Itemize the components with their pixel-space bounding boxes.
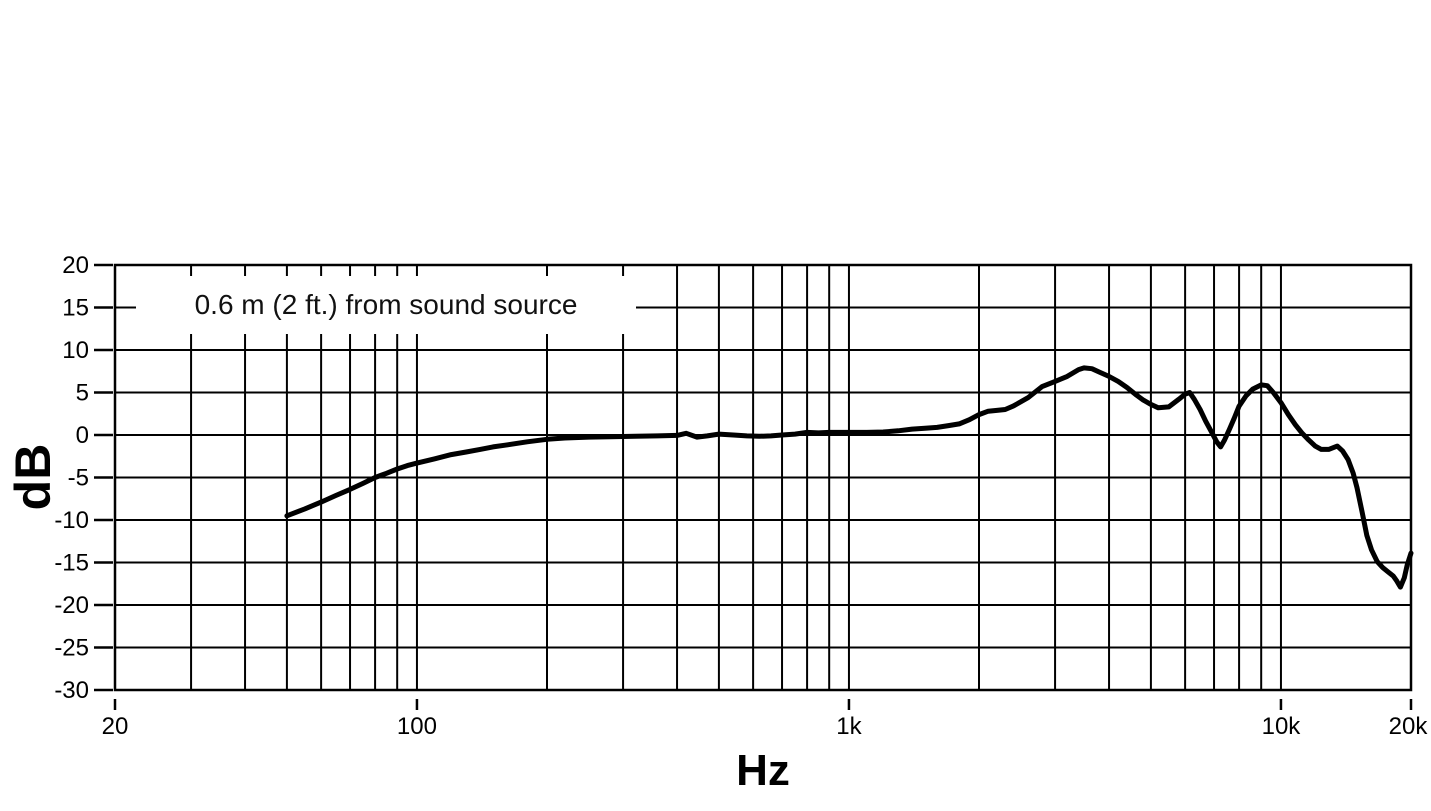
x-axis-tick-label: 100 [397,713,437,740]
y-axis-tick-label: -20 [54,592,89,619]
response-curve [284,365,1414,590]
x-axis-tick-label: 10k [1262,713,1302,740]
y-axis-tick-label: -30 [54,677,89,704]
y-axis-tick-label: 15 [62,295,89,322]
x-axis-tick-label: 20k [1389,713,1429,740]
x-axis-title: Hz [736,746,790,795]
plot-border [113,263,1413,692]
y-axis-title: dB [5,443,61,511]
y-axis-tick-label: -5 [68,465,89,492]
y-axis-tick-label: 0 [76,422,89,449]
x-axis-tick-label: 1k [836,713,862,740]
y-axis-tick-label: -25 [54,635,89,662]
y-axis-tick-label: 20 [62,252,89,279]
y-axis-tick-label: -15 [54,550,89,577]
measurement-distance-annotation: 0.6 m (2 ft.) from sound source [136,276,636,334]
y-axis-tick-label: 10 [62,337,89,364]
y-axis-tick-label: -10 [54,507,89,534]
y-axis-tick-label: 5 [76,380,89,407]
x-axis-tick-label: 20 [102,713,129,740]
